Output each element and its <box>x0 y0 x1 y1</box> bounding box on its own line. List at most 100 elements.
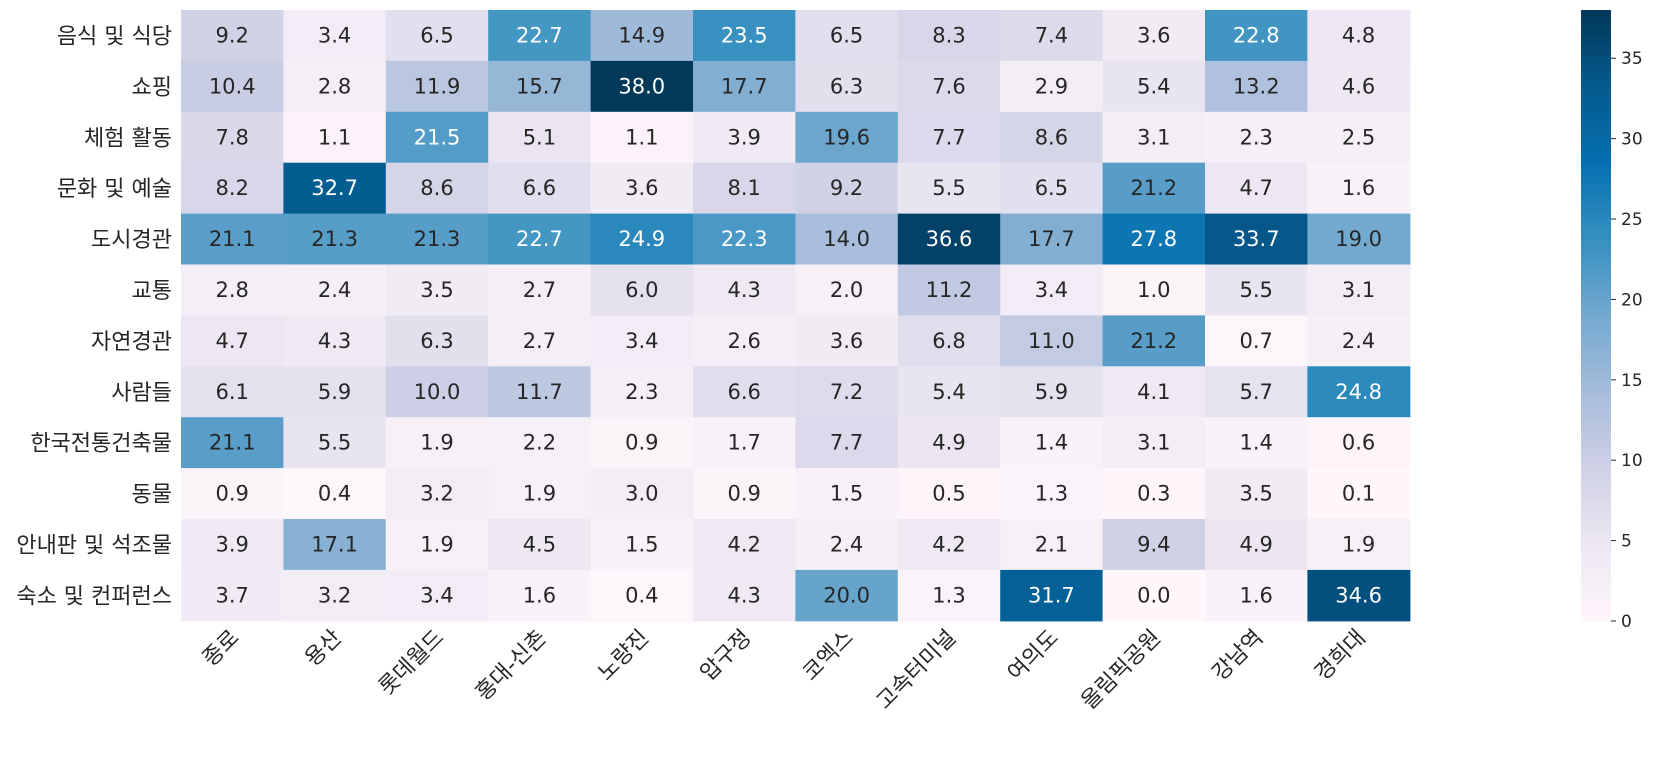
cell-value-label: 31.7 <box>1028 583 1075 607</box>
cell-value-label: 3.1 <box>1137 431 1170 455</box>
heatmap-cell <box>1205 213 1308 266</box>
heatmap-cell <box>795 315 899 367</box>
colorbar-segment <box>1581 320 1611 327</box>
heatmap-cell <box>1307 417 1411 469</box>
cell-value-label: 3.6 <box>1137 23 1170 47</box>
colorbar-segment <box>1581 178 1611 184</box>
cell-value-label: 4.7 <box>215 329 248 353</box>
heatmap-cell <box>795 264 899 316</box>
cell-value-label: 21.3 <box>414 227 461 251</box>
colorbar-segment <box>1581 147 1611 154</box>
heatmap-cell <box>181 519 284 571</box>
cell-value-label: 3.4 <box>420 583 453 607</box>
colorbar-tick-label: 35 <box>1621 49 1643 69</box>
colorbar-segment <box>1581 239 1611 245</box>
heatmap-cell <box>1102 213 1206 266</box>
heatmap-cell <box>385 162 489 215</box>
row-label: 안내판 및 석조물 <box>16 533 172 558</box>
heatmap-cell <box>1102 519 1206 571</box>
colorbar-segment <box>1581 45 1611 52</box>
cell-value-label: 6.5 <box>830 23 863 47</box>
colorbar-segment <box>1581 218 1611 225</box>
heatmap-cell <box>1000 417 1104 469</box>
colorbar-segment <box>1581 66 1611 72</box>
colorbar-segment <box>1581 483 1611 490</box>
cell-value-label: 1.3 <box>1035 482 1068 506</box>
heatmap-cell <box>897 264 1001 316</box>
heatmap-cell <box>1307 60 1411 113</box>
cell-value-label: 8.1 <box>727 176 760 200</box>
colorbar-segment <box>1581 111 1611 118</box>
cell-value-label: 21.2 <box>1130 176 1177 200</box>
heatmap-cell <box>1000 264 1104 316</box>
cell-value-label: 11.9 <box>414 74 461 98</box>
heatmap-cell <box>1307 264 1411 316</box>
cell-value-label: 4.9 <box>932 431 965 455</box>
heatmap-cell <box>181 60 284 113</box>
heatmap-cell <box>283 264 387 316</box>
colorbar-tick-label: 0 <box>1621 612 1632 632</box>
column-label: 올림픽공원 <box>1077 625 1166 714</box>
colorbar-segment <box>1581 340 1611 347</box>
cell-value-label: 1.6 <box>1342 176 1375 200</box>
cell-value-label: 4.8 <box>1342 23 1375 47</box>
colorbar-segment <box>1581 300 1611 307</box>
cell-value-label: 2.3 <box>625 380 658 404</box>
heatmap-cell <box>795 468 899 520</box>
heatmap-cell <box>897 519 1001 571</box>
cell-value-label: 9.2 <box>215 23 248 47</box>
cell-value-label: 21.2 <box>1130 329 1177 353</box>
colorbar-segment <box>1581 498 1611 505</box>
cell-value-label: 6.3 <box>420 329 453 353</box>
heatmap-cell <box>181 162 284 215</box>
cell-value-label: 1.9 <box>420 431 453 455</box>
heatmap-cell <box>795 10 899 62</box>
cell-value-label: 2.6 <box>727 329 760 353</box>
colorbar-segment <box>1581 198 1611 205</box>
cell-value-label: 17.1 <box>311 532 358 556</box>
cell-value-label: 14.9 <box>618 23 665 47</box>
heatmap-cell <box>1000 519 1104 571</box>
cell-value-label: 7.7 <box>830 431 863 455</box>
cell-value-label: 2.4 <box>830 532 863 556</box>
cell-value-label: 32.7 <box>311 176 358 200</box>
heatmap-cell <box>283 468 387 520</box>
cell-value-label: 36.6 <box>926 227 973 251</box>
colorbar-segment <box>1581 310 1611 317</box>
cell-value-label: 2.1 <box>1035 532 1068 556</box>
heatmap-cell <box>1307 569 1411 622</box>
heatmap-cell <box>590 162 694 215</box>
cell-value-label: 21.5 <box>414 125 461 149</box>
colorbar-segment <box>1581 458 1611 464</box>
heatmap-cell <box>590 264 694 316</box>
cell-value-label: 2.7 <box>523 329 556 353</box>
colorbar-segment <box>1581 371 1611 378</box>
cell-value-label: 0.9 <box>727 482 760 506</box>
heatmap-cell <box>181 366 284 418</box>
heatmap-cell <box>1102 569 1206 622</box>
colorbar-segment <box>1581 60 1611 67</box>
cell-value-label: 5.4 <box>932 380 965 404</box>
cell-value-label: 10.0 <box>414 380 461 404</box>
colorbar-segment <box>1581 325 1611 332</box>
cell-value-label: 0.4 <box>318 482 351 506</box>
colorbar-segment <box>1581 605 1611 612</box>
heatmap-cell <box>1102 10 1206 62</box>
colorbar-tick-label: 5 <box>1621 532 1632 552</box>
cell-value-label: 3.9 <box>215 532 248 556</box>
heatmap-cell <box>283 519 387 571</box>
heatmap-cell <box>693 468 796 520</box>
colorbar-segment <box>1581 330 1611 337</box>
cell-value-label: 6.8 <box>932 329 965 353</box>
colorbar-segment <box>1581 71 1611 77</box>
heatmap-cell <box>283 315 387 367</box>
cell-value-label: 3.7 <box>215 583 248 607</box>
colorbar-segment <box>1581 127 1611 133</box>
colorbar-segment <box>1581 468 1611 475</box>
colorbar: 0 5 10 15 20 25 30 35 <box>1581 10 1643 632</box>
cell-value-label: 7.7 <box>932 125 965 149</box>
cell-value-label: 4.1 <box>1137 380 1170 404</box>
heatmap-cell <box>693 162 796 215</box>
heatmap-cell <box>693 10 796 62</box>
colorbar-segment <box>1581 412 1611 419</box>
